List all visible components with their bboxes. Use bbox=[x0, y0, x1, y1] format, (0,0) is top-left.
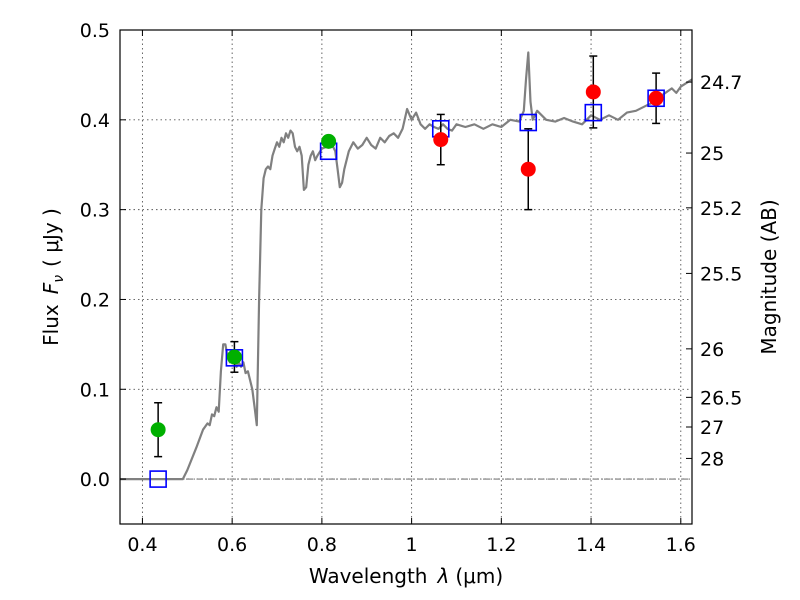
y-tick-label: 0.5 bbox=[80, 20, 110, 42]
right-tick-label: 26.5 bbox=[700, 387, 742, 409]
model-square-marker bbox=[519, 113, 538, 132]
x-tick-label: 0.8 bbox=[307, 534, 337, 556]
y-tick-label: 0.1 bbox=[80, 379, 110, 401]
x-tick-label: 1.6 bbox=[666, 534, 696, 556]
y-axis-symbol: F bbox=[39, 282, 63, 294]
plot-frame bbox=[119, 29, 693, 525]
y-axis-title-text: Flux bbox=[39, 304, 63, 346]
x-tick-label: 0.6 bbox=[217, 534, 247, 556]
spectrum-line bbox=[120, 51, 693, 481]
y-tick-label: 0.3 bbox=[80, 200, 110, 222]
right-tick-label: 25.2 bbox=[700, 198, 742, 220]
right-tick-label: 28 bbox=[700, 448, 724, 470]
red-data-point bbox=[520, 161, 536, 177]
x-axis-title: Wavelength λ (μm) bbox=[309, 564, 503, 588]
green-data-point bbox=[150, 422, 166, 438]
model-square-marker bbox=[647, 89, 665, 108]
green-data-point bbox=[226, 349, 242, 365]
model-square-marker bbox=[149, 470, 167, 488]
x-axis-unit: (μm) bbox=[455, 564, 503, 588]
x-tick-label: 0.4 bbox=[127, 534, 157, 556]
model-square-marker bbox=[584, 103, 603, 122]
y-axis-subscript: ν bbox=[51, 275, 67, 283]
x-axis-symbol: λ bbox=[437, 564, 450, 588]
data-layer bbox=[120, 51, 693, 488]
right-tick-label: 25.5 bbox=[700, 263, 742, 285]
right-tick-label: 26 bbox=[700, 339, 724, 361]
tick-layer: 0.4 0.6 0.8 1 1.2 1.4 1.6 0.0 0.1 0.2 0.3 0.4 0.5 24.… bbox=[80, 20, 743, 556]
red-data-point bbox=[433, 132, 449, 148]
green-data-point bbox=[321, 133, 337, 149]
red-data-point bbox=[585, 84, 601, 100]
y-tick-label: 0.4 bbox=[80, 110, 110, 132]
y-axis-title: Flux Fν ( μJy ) bbox=[39, 208, 67, 346]
y-tick-label: 0.0 bbox=[80, 469, 110, 491]
grid-layer bbox=[120, 30, 692, 524]
x-tick-label: 1.4 bbox=[576, 534, 606, 556]
right-tick-label: 27 bbox=[700, 417, 724, 439]
y-axis-unit: ( μJy ) bbox=[39, 208, 63, 267]
right-tick-label: 25 bbox=[700, 143, 724, 165]
right-axis-title: Magnitude (AB) bbox=[757, 199, 781, 354]
right-tick-label: 24.7 bbox=[700, 72, 742, 94]
red-data-point bbox=[648, 90, 664, 106]
x-tick-label: 1 bbox=[406, 534, 418, 556]
y-tick-label: 0.2 bbox=[80, 289, 110, 311]
x-tick-label: 1.2 bbox=[486, 534, 516, 556]
x-axis-title-text: Wavelength bbox=[309, 564, 428, 588]
